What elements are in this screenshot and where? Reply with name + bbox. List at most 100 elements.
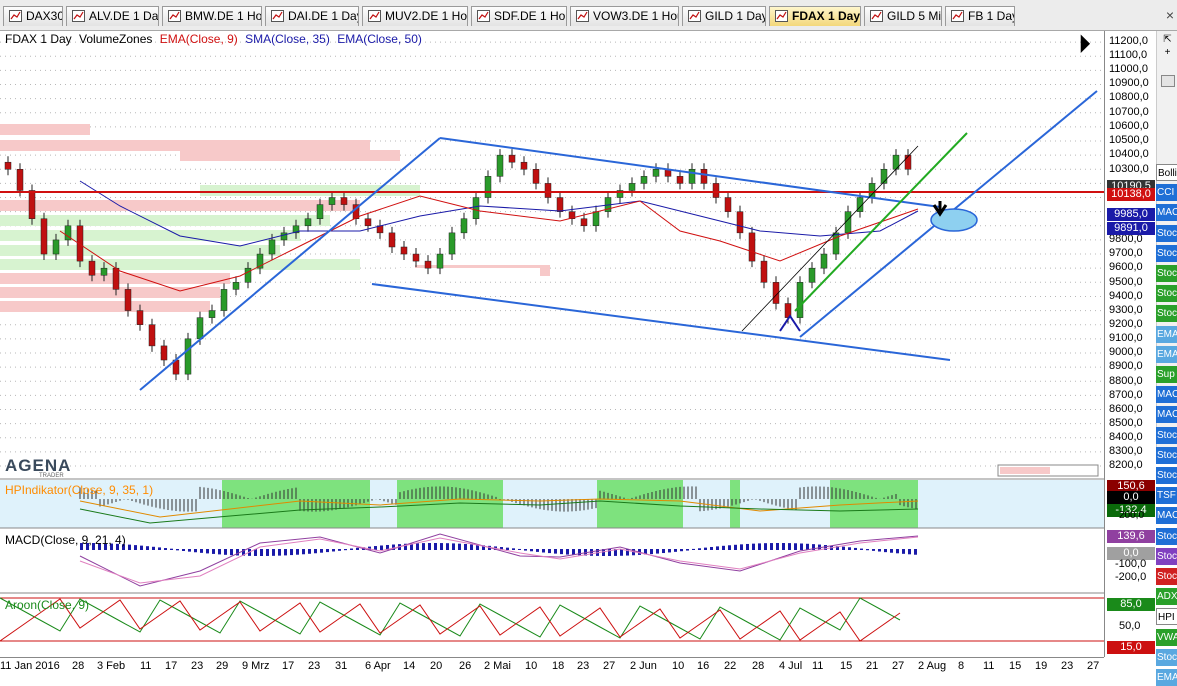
- price-tick: 9000,0: [1109, 346, 1143, 358]
- time-label: 2 Jun: [630, 660, 657, 672]
- indicator-item[interactable]: Stoc: [1156, 527, 1177, 545]
- price-tick: 8300,0: [1109, 445, 1143, 457]
- tab-7[interactable]: GILD 1 Day: [682, 6, 766, 26]
- pin-icon[interactable]: ⇱: [1163, 34, 1172, 45]
- tab-5[interactable]: SDF.DE 1 Hour: [471, 6, 567, 26]
- volume-zone: [0, 301, 210, 312]
- scroll-thumb[interactable]: [1161, 75, 1175, 87]
- tab-0[interactable]: DAX30: [3, 6, 63, 26]
- indicator-item[interactable]: Stoc: [1156, 224, 1177, 242]
- indicator-item[interactable]: EMA: [1156, 669, 1177, 686]
- time-label: 28: [72, 660, 85, 672]
- tab-6[interactable]: VOW3.DE 1 Hour: [570, 6, 679, 26]
- time-label: 11 Jan 2016: [0, 660, 60, 672]
- indicator-item[interactable]: MAC: [1156, 386, 1177, 404]
- indicator-item[interactable]: Stoc: [1156, 426, 1177, 444]
- time-axis[interactable]: 11 Jan 2016 28 3 Feb 11 17 23 29 9 Mrz 17 23 31 6 A…: [0, 657, 1104, 681]
- indicator-item[interactable]: CCI: [1156, 184, 1177, 202]
- macd-bar: [758, 543, 761, 550]
- time-label: 27: [603, 660, 616, 672]
- macd-bar: [464, 543, 467, 550]
- tab-4[interactable]: MUV2.DE 1 Hour: [362, 6, 468, 26]
- indicator-item[interactable]: Stoc: [1156, 547, 1177, 565]
- indicator-item[interactable]: Stoc: [1156, 265, 1177, 282]
- macd-bar: [644, 549, 647, 555]
- indicator-item[interactable]: Stoc: [1156, 467, 1177, 484]
- indicator-item[interactable]: HPI: [1156, 608, 1177, 626]
- macd-bar: [290, 549, 293, 556]
- price-tick: 9400,0: [1109, 290, 1143, 302]
- macd-bar: [104, 543, 107, 550]
- candle: [796, 282, 804, 318]
- tab-8[interactable]: FDAX 1 Day: [769, 6, 861, 26]
- trend-line: [139, 137, 441, 391]
- chart-icon: [477, 10, 490, 22]
- tab-9[interactable]: GILD 5 Min: [864, 6, 942, 26]
- indicator-item[interactable]: Sup: [1156, 366, 1177, 383]
- indicator-item[interactable]: Stoc: [1156, 648, 1177, 666]
- macd-bar: [800, 543, 803, 550]
- price-axis[interactable]: 11200,0 11100,0 11000,0 10900,0 10800,0 10700…: [1104, 31, 1157, 657]
- time-label: 27: [892, 660, 905, 672]
- play-icon[interactable]: ⏵: [1078, 29, 1092, 59]
- tab-2[interactable]: BMW.DE 1 Hour: [162, 6, 262, 26]
- tab-10[interactable]: FB 1 Day: [945, 6, 1015, 26]
- macd-bar: [608, 549, 611, 556]
- candle: [508, 154, 516, 163]
- indicator-item[interactable]: MAC: [1156, 507, 1177, 525]
- macd-bar: [200, 549, 203, 553]
- macd-bar: [338, 549, 341, 551]
- indicator-item[interactable]: EMA: [1156, 325, 1177, 343]
- macd-bar: [194, 549, 197, 553]
- indicator-item[interactable]: Stoc: [1156, 446, 1177, 464]
- aroon-panel-title: Aroon(Close, 9): [5, 598, 90, 612]
- value-tag: -132,4: [1107, 504, 1155, 517]
- hp-tick: 200,0: [1119, 510, 1145, 521]
- macd-bar: [890, 549, 893, 553]
- macd-bar: [908, 549, 911, 555]
- candle: [724, 197, 732, 212]
- zoom-icon[interactable]: +: [1164, 47, 1171, 58]
- close-icon[interactable]: ×: [1165, 7, 1174, 23]
- agena-logo: AGENA TRADER: [5, 456, 71, 479]
- indicator-item[interactable]: Stoc: [1156, 244, 1177, 262]
- logo-sub: TRADER: [39, 473, 64, 479]
- candle: [88, 260, 96, 276]
- candle: [484, 176, 492, 198]
- candle: [388, 232, 396, 248]
- indicator-item[interactable]: Bolli: [1156, 164, 1177, 181]
- macd-bar: [170, 548, 173, 550]
- indicator-item[interactable]: TSF: [1156, 487, 1177, 505]
- volume-zone: [0, 124, 90, 135]
- aroon-down: [0, 598, 901, 642]
- trend-line: [741, 145, 919, 332]
- macd-bar: [884, 549, 887, 553]
- price-tick: 8800,0: [1109, 375, 1143, 387]
- candle: [448, 232, 456, 255]
- indicator-item[interactable]: VWA: [1156, 628, 1177, 646]
- indicator-item[interactable]: Stoc: [1156, 285, 1177, 303]
- candle: [592, 211, 600, 227]
- chart-area[interactable]: FDAX 1 Day VolumeZones EMA(Close, 9) SMA…: [0, 29, 1104, 657]
- indicator-item[interactable]: MAC: [1156, 406, 1177, 424]
- time-label: 11: [140, 660, 152, 672]
- chart-icon: [271, 10, 284, 22]
- tab-1[interactable]: ALV.DE 1 Day: [66, 6, 159, 26]
- macd-bar: [788, 543, 791, 550]
- indicator-item[interactable]: Stoc: [1156, 568, 1177, 585]
- price-tick: 11200,0: [1109, 35, 1148, 47]
- price-tick: 8500,0: [1109, 417, 1143, 429]
- macd-bar: [434, 543, 437, 550]
- candle: [760, 260, 768, 283]
- indicator-item[interactable]: EMA: [1156, 345, 1177, 363]
- indicator-item[interactable]: ADX: [1156, 588, 1177, 606]
- macd-bar: [656, 549, 659, 554]
- indicator-item[interactable]: Stoc: [1156, 305, 1177, 323]
- time-label: 14: [403, 660, 416, 672]
- macd-bar: [914, 549, 917, 555]
- time-label: 11: [983, 660, 995, 672]
- indicator-item[interactable]: MAC: [1156, 204, 1177, 222]
- macd-bar: [710, 546, 713, 550]
- macd-bar: [236, 549, 239, 556]
- tab-3[interactable]: DAI.DE 1 Day: [265, 6, 359, 26]
